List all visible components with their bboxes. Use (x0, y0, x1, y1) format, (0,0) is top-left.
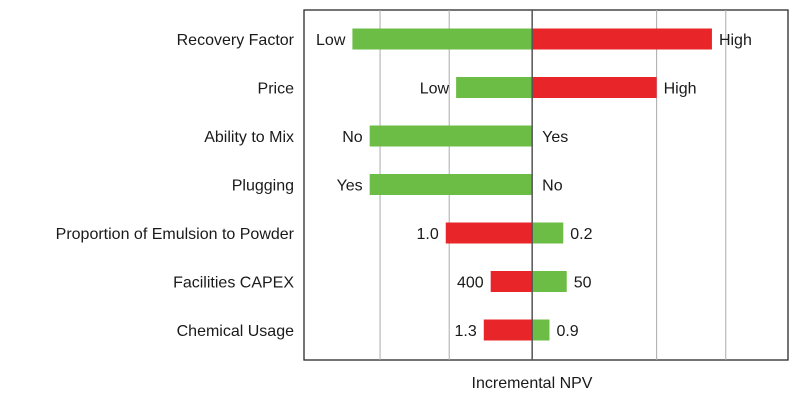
bar-left (483, 319, 533, 341)
bar-label-right: No (542, 178, 563, 195)
x-axis-title: Incremental NPV (472, 375, 593, 392)
bar-label-left: 1.0 (416, 226, 438, 243)
bar-left (352, 28, 533, 50)
bar-label-right: Yes (542, 129, 568, 146)
bar-right (532, 222, 564, 244)
category-labels: Recovery Factor Price Ability to Mix Pluggi… (56, 32, 295, 340)
category-label: Plugging (232, 178, 294, 195)
bar-left (490, 271, 533, 292)
category-label: Price (258, 81, 295, 98)
bar-right (532, 77, 657, 98)
bar-left (369, 174, 533, 195)
bar-left (445, 222, 533, 244)
bar-end-labels: Low High Low High No Yes Yes No 1.0 0.2 400 50 1.3 0.… (316, 32, 752, 340)
bar-right (532, 319, 550, 341)
bar-label-right: 0.9 (556, 323, 578, 340)
bar-label-right: High (719, 32, 752, 49)
category-label: Chemical Usage (177, 323, 294, 340)
bar-label-right: 0.2 (570, 226, 592, 243)
bar-label-right: 50 (574, 275, 592, 292)
bars (352, 28, 712, 341)
bar-left (456, 77, 533, 98)
bar-label-left: Low (316, 32, 346, 49)
bar-label-left: Low (420, 81, 450, 98)
category-label: Proportion of Emulsion to Powder (56, 226, 295, 243)
bar-label-left: Yes (337, 178, 363, 195)
bar-label-right: High (664, 81, 697, 98)
category-label: Ability to Mix (204, 129, 294, 146)
bar-left (369, 125, 533, 147)
bar-label-left: 1.3 (455, 323, 477, 340)
category-label: Facilities CAPEX (173, 275, 294, 292)
category-label: Recovery Factor (177, 32, 295, 49)
bar-right (532, 28, 712, 50)
bar-right (532, 271, 567, 292)
bar-label-left: 400 (457, 275, 484, 292)
bar-label-left: No (342, 129, 363, 146)
